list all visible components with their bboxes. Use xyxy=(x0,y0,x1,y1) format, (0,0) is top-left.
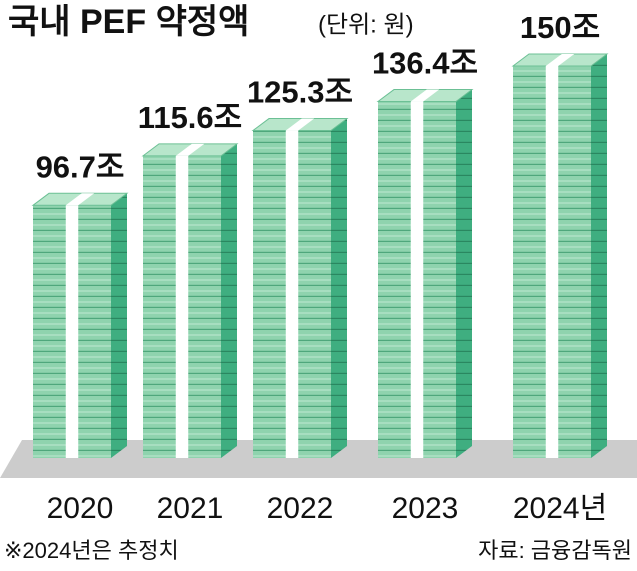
x-tick-label: 2020 xyxy=(47,492,114,525)
value-label: 96.7조 xyxy=(36,149,125,184)
source: 자료: 금융감독원 xyxy=(478,538,632,563)
band xyxy=(410,89,440,102)
band xyxy=(545,54,575,66)
stack-side xyxy=(111,193,127,459)
band xyxy=(65,205,79,458)
value-label: 115.6조 xyxy=(138,100,242,135)
band xyxy=(285,118,315,131)
value-label: 125.3조 xyxy=(247,75,353,110)
stack-side xyxy=(331,118,347,459)
value-label: 136.4조 xyxy=(372,46,478,81)
chart-subtitle: (단위: 원) xyxy=(318,11,414,38)
band xyxy=(175,155,189,458)
band xyxy=(410,101,424,459)
value-label: 150조 xyxy=(520,10,600,45)
band xyxy=(65,193,95,206)
x-tick-label: 2021 xyxy=(157,492,224,525)
stack-side xyxy=(591,54,607,458)
x-tick-label: 2022 xyxy=(267,492,334,525)
band xyxy=(285,130,299,459)
stack-side xyxy=(456,89,472,459)
chart-title: 국내 PEF 약정액 xyxy=(8,3,249,41)
x-tick-label: 2024년 xyxy=(513,492,607,525)
band xyxy=(175,143,205,156)
stack-side xyxy=(221,143,237,458)
x-tick-label: 2023 xyxy=(392,492,459,525)
note: ※2024년은 추정치 xyxy=(4,538,179,563)
band xyxy=(545,66,559,458)
